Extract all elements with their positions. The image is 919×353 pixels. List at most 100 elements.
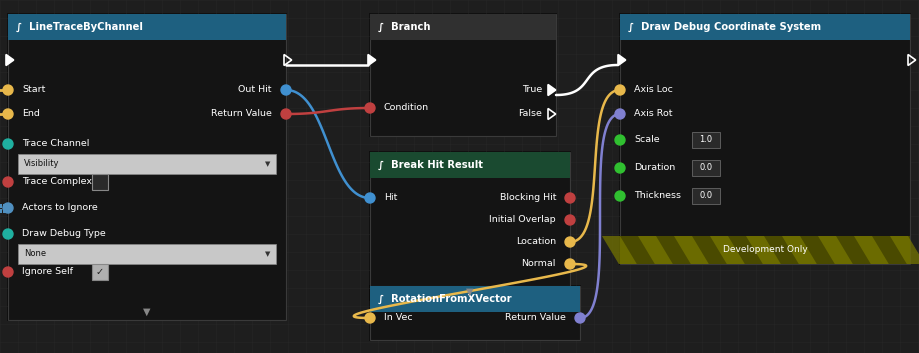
Polygon shape (674, 236, 709, 264)
Bar (620, 14, 910, 40)
Text: Return Value: Return Value (505, 313, 566, 323)
Polygon shape (548, 84, 556, 96)
Text: ▼: ▼ (266, 251, 271, 257)
Bar (370, 14, 556, 40)
Bar (692, 188, 720, 204)
Circle shape (281, 85, 291, 95)
Polygon shape (638, 236, 673, 264)
Bar (8, 14, 286, 40)
Text: ∫  LineTraceByChannel: ∫ LineTraceByChannel (16, 22, 142, 32)
Bar (92, 264, 108, 280)
Text: Out Hit: Out Hit (239, 85, 272, 95)
Text: Draw Debug Type: Draw Debug Type (22, 229, 106, 239)
Bar (619, 13, 911, 265)
Circle shape (615, 109, 625, 119)
Bar (7, 13, 287, 321)
Circle shape (365, 103, 375, 113)
Circle shape (3, 139, 13, 149)
Text: Scale: Scale (634, 136, 660, 144)
Bar (369, 13, 557, 137)
Polygon shape (854, 236, 889, 264)
Bar (370, 152, 570, 300)
Text: Ignore Self: Ignore Self (22, 268, 73, 276)
Polygon shape (368, 54, 376, 66)
Circle shape (3, 267, 13, 277)
Bar (92, 174, 108, 190)
Bar (3, 209, 7, 213)
Text: Duration: Duration (634, 163, 675, 173)
Bar (0, 209, 2, 213)
Circle shape (565, 237, 575, 247)
Polygon shape (710, 236, 744, 264)
Bar (370, 286, 580, 312)
Bar (370, 152, 570, 178)
Text: ▼: ▼ (266, 161, 271, 167)
Circle shape (3, 203, 13, 213)
Circle shape (565, 259, 575, 269)
Bar (370, 286, 580, 340)
Text: ▼: ▼ (143, 307, 151, 317)
Text: Actors to Ignore: Actors to Ignore (22, 203, 97, 213)
Bar (692, 160, 720, 176)
Text: Location: Location (516, 238, 556, 246)
Polygon shape (782, 236, 817, 264)
Text: Axis Rot: Axis Rot (634, 109, 673, 119)
Text: ✓: ✓ (96, 267, 104, 277)
Text: Initial Overlap: Initial Overlap (490, 215, 556, 225)
Text: 0.0: 0.0 (699, 191, 712, 201)
Text: Development Only: Development Only (722, 245, 808, 255)
Bar (3, 204, 7, 208)
Circle shape (365, 313, 375, 323)
Polygon shape (602, 236, 637, 264)
Circle shape (3, 229, 13, 239)
Bar (369, 285, 581, 341)
Text: Trace Channel: Trace Channel (22, 139, 89, 149)
Circle shape (365, 193, 375, 203)
Text: Trace Complex: Trace Complex (22, 178, 92, 186)
Text: ∫  Branch: ∫ Branch (378, 22, 430, 32)
Bar (18, 244, 276, 264)
Circle shape (3, 85, 13, 95)
Text: 0.0: 0.0 (699, 163, 712, 173)
Text: ▼: ▼ (466, 287, 474, 297)
Text: Normal: Normal (522, 259, 556, 269)
Circle shape (281, 109, 291, 119)
Circle shape (565, 215, 575, 225)
Text: Axis Loc: Axis Loc (634, 85, 673, 95)
Text: True: True (522, 85, 542, 95)
Bar (18, 154, 276, 174)
Text: ∫  Break Hit Result: ∫ Break Hit Result (378, 160, 483, 170)
Bar (370, 14, 556, 136)
Text: 1.0: 1.0 (699, 136, 712, 144)
Bar (8, 14, 286, 320)
Text: ∫  RotationFromXVector: ∫ RotationFromXVector (378, 294, 512, 304)
Text: Thickness: Thickness (634, 191, 681, 201)
Circle shape (3, 109, 13, 119)
Text: ∫  Draw Debug Coordinate System: ∫ Draw Debug Coordinate System (628, 22, 821, 32)
Text: In Vec: In Vec (384, 313, 413, 323)
Text: None: None (24, 250, 46, 258)
Polygon shape (6, 54, 14, 66)
Text: Condition: Condition (384, 103, 429, 113)
Text: Start: Start (22, 85, 45, 95)
Bar (692, 132, 720, 148)
Bar (369, 151, 571, 301)
Text: Return Value: Return Value (211, 109, 272, 119)
Text: Hit: Hit (384, 193, 397, 203)
Polygon shape (746, 236, 781, 264)
Circle shape (615, 191, 625, 201)
Polygon shape (818, 236, 853, 264)
Circle shape (565, 193, 575, 203)
Circle shape (3, 177, 13, 187)
Text: Blocking Hit: Blocking Hit (500, 193, 556, 203)
Polygon shape (890, 236, 919, 264)
Bar (0, 204, 2, 208)
Bar (620, 14, 910, 264)
Text: End: End (22, 109, 40, 119)
Circle shape (575, 313, 585, 323)
Text: Visibility: Visibility (24, 160, 60, 168)
Polygon shape (618, 54, 626, 66)
Circle shape (615, 85, 625, 95)
Circle shape (615, 163, 625, 173)
Bar (620, 236, 910, 264)
